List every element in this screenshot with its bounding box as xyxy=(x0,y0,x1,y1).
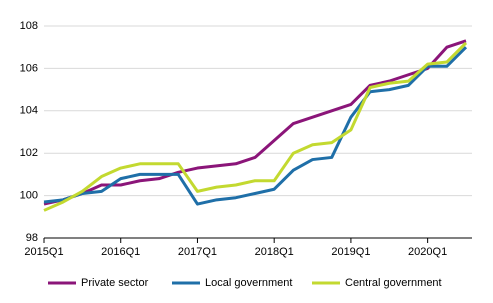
x-tick-label: 2019Q1 xyxy=(331,246,370,258)
x-tick-label: 2016Q1 xyxy=(101,246,140,258)
y-tick-label: 102 xyxy=(20,147,38,159)
series-line xyxy=(43,39,467,206)
legend-label: Private sector xyxy=(81,277,149,289)
series-line xyxy=(43,46,468,206)
x-tick-label: 2017Q1 xyxy=(178,246,217,258)
y-tick-label: 98 xyxy=(26,232,38,244)
legend-label: Central government xyxy=(345,277,442,289)
y-tick-label: 108 xyxy=(20,20,38,32)
legend-label: Local government xyxy=(205,277,292,289)
x-tick-label: 2015Q1 xyxy=(24,246,63,258)
y-tick-label: 106 xyxy=(20,62,38,74)
series-line xyxy=(43,41,468,212)
y-tick-label: 100 xyxy=(20,190,38,202)
x-tick-label: 2018Q1 xyxy=(255,246,294,258)
y-tick-label: 104 xyxy=(20,105,38,117)
x-tick-label: 2020Q1 xyxy=(408,246,447,258)
